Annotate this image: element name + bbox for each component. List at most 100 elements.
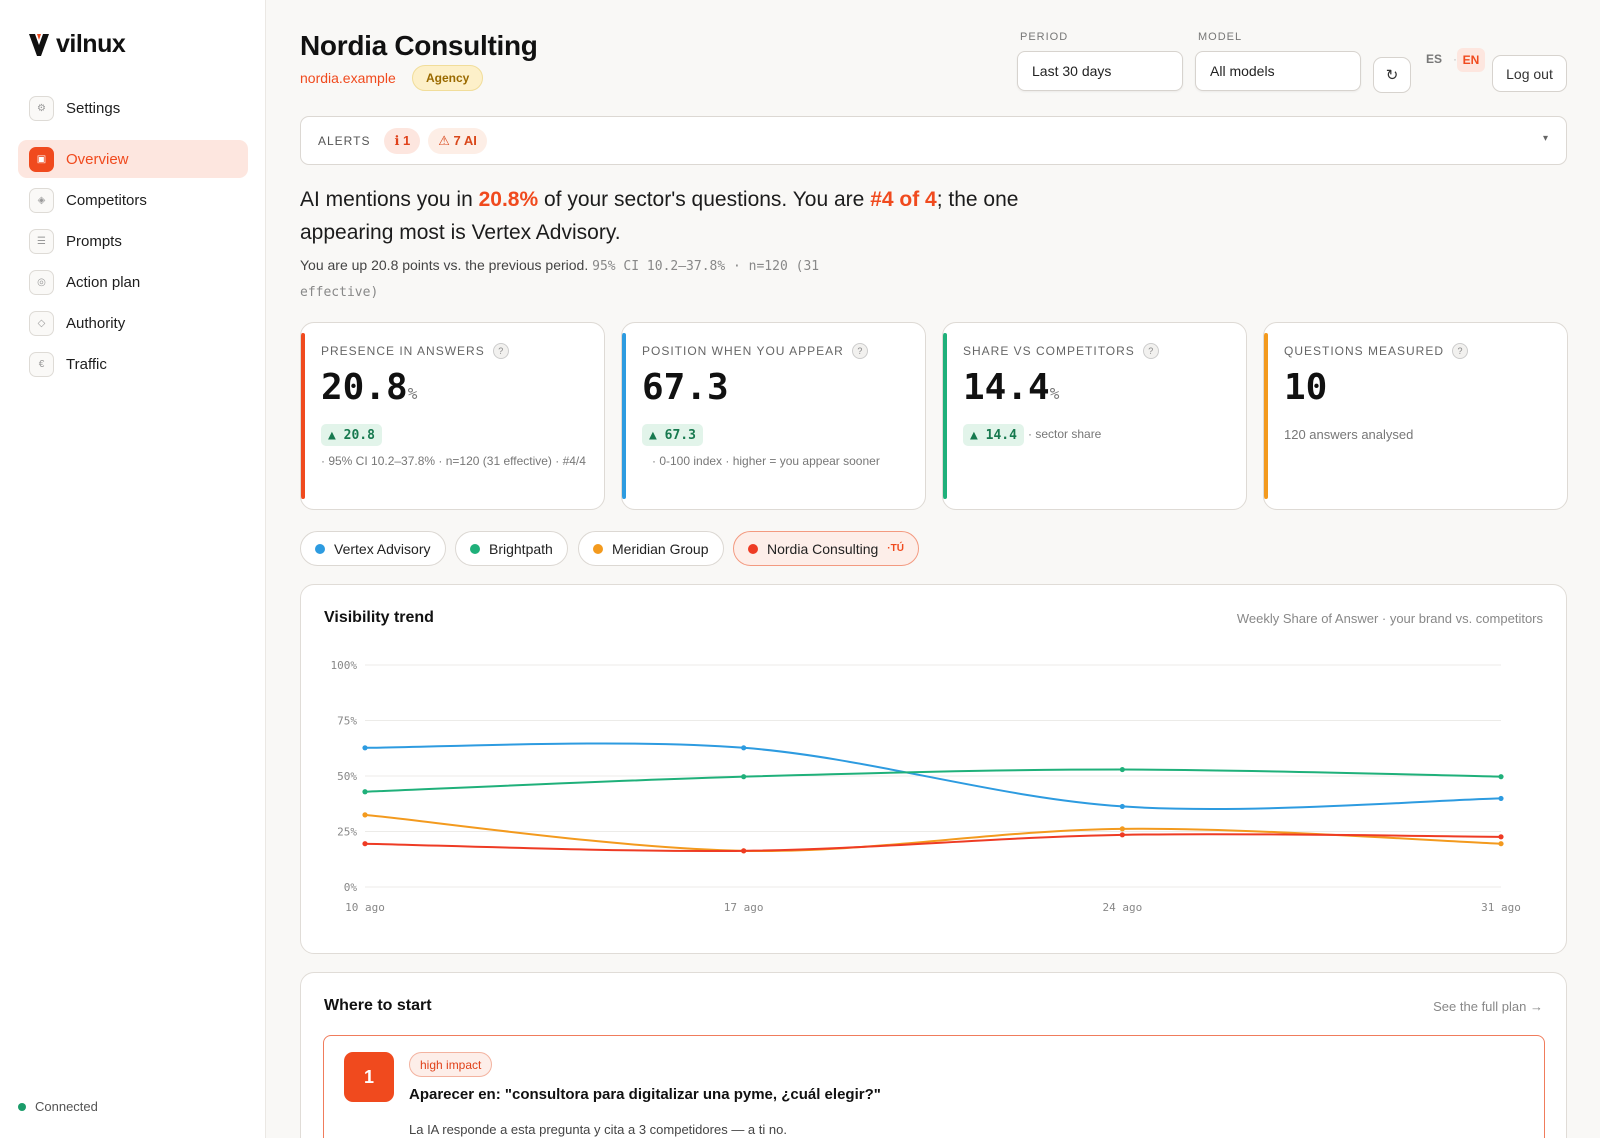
series-dot-icon — [470, 543, 480, 554]
y-tick-label: 25% — [337, 826, 357, 839]
sidebar-item-label: Settings — [66, 99, 121, 117]
data-point — [1119, 826, 1125, 832]
competitor-name: Meridian Group — [612, 540, 709, 557]
logo-text: vilnux — [56, 30, 126, 58]
data-point — [1498, 841, 1504, 847]
y-tick-label: 100% — [331, 659, 358, 672]
data-point — [1498, 774, 1504, 780]
y-tick-label: 50% — [337, 770, 357, 783]
kpi-value: 10 — [1284, 367, 1327, 408]
alerts-bar[interactable]: ALERTS ℹ 1 ⚠ 7 AI ▾ — [300, 116, 1567, 165]
brand-url-link[interactable]: nordia.example — [300, 70, 396, 86]
chart-title: Visibility trend — [324, 609, 434, 626]
agency-badge: Agency — [412, 65, 484, 91]
competitor-pill-meridian[interactable]: Meridian Group — [578, 531, 724, 566]
task-number: 1 — [344, 1052, 394, 1102]
kpi-card-presence: PRESENCE IN ANSWERS? 20.8% ▲ 20.8 · 95% … — [300, 322, 605, 510]
sidebar-item-authority[interactable]: ◇ Authority — [18, 304, 248, 342]
period-label: PERIOD — [1020, 31, 1069, 43]
alerts-label: ALERTS — [318, 133, 371, 148]
competitor-name: Brightpath — [489, 540, 553, 557]
kpi-number: 14.4 — [963, 367, 1050, 408]
data-point — [741, 745, 747, 751]
kpi-delta-badge: ▲ 14.4 — [963, 424, 1024, 446]
euro-icon: € — [29, 351, 54, 377]
period-select[interactable]: Last 30 days — [1017, 51, 1183, 91]
data-point — [362, 812, 368, 818]
sidebar-item-competitors[interactable]: ◈ Competitors — [18, 181, 248, 219]
task-description: La IA responde a esta pregunta y cita a … — [409, 1122, 787, 1137]
sidebar-item-label: Authority — [66, 314, 126, 332]
kpi-label: POSITION WHEN YOU APPEAR? — [642, 343, 868, 359]
where-to-start-card: Where to start See the full plan → 1 hig… — [300, 972, 1567, 1138]
competitor-pill-vertex[interactable]: Vertex Advisory — [300, 531, 446, 566]
series-dot-icon — [748, 543, 758, 554]
connection-status: Connected — [18, 1099, 98, 1114]
sidebar-nav: ⚙ Settings ▣ Overview ◈ Competitors ☰ Pr… — [18, 89, 248, 386]
data-point — [1119, 803, 1125, 810]
status-dot-icon — [18, 1102, 26, 1111]
sidebar-item-prompts[interactable]: ☰ Prompts — [18, 222, 248, 260]
kpi-label: QUESTIONS MEASURED? — [1284, 343, 1469, 359]
subtext-stats: 95% CI 10.2–37.8% · n=120 (31 effective) — [300, 259, 820, 300]
sidebar-item-action-plan[interactable]: ◎ Action plan — [18, 263, 248, 301]
refresh-button[interactable]: ↻ — [1373, 57, 1411, 93]
logout-button[interactable]: Log out — [1492, 55, 1567, 92]
sidebar-item-label: Traffic — [66, 355, 107, 373]
headline-rank: #4 of 4 — [870, 188, 937, 211]
help-icon[interactable]: ? — [851, 343, 868, 359]
kpi-card-share: SHARE VS COMPETITORS? 14.4% ▲ 14.4 · sec… — [942, 322, 1247, 510]
lang-en-toggle[interactable]: EN — [1457, 48, 1485, 72]
data-point — [1498, 834, 1504, 840]
ai-warning-chip[interactable]: ⚠ 7 AI — [428, 127, 487, 154]
x-tick-label: 24 ago — [1102, 901, 1142, 914]
sidebar-item-settings[interactable]: ⚙ Settings — [18, 89, 248, 127]
kpi-note: · sector share — [1028, 427, 1102, 441]
kpi-delta-badge: ▲ 67.3 — [642, 424, 703, 446]
headline-subtext: You are up 20.8 points vs. the previous … — [300, 253, 860, 305]
chevron-down-icon[interactable]: ▾ — [1542, 133, 1548, 144]
competitor-pill-brightpath[interactable]: Brightpath — [455, 531, 568, 566]
x-tick-label: 10 ago — [345, 901, 385, 914]
kpi-value: 20.8% — [321, 367, 417, 408]
series-line — [364, 768, 1502, 793]
sidebar-item-label: Competitors — [66, 191, 147, 209]
list-icon: ☰ — [29, 228, 54, 254]
sidebar-item-label: Prompts — [66, 232, 122, 250]
x-tick-label: 17 ago — [724, 901, 764, 914]
kpi-value: 67.3 — [642, 367, 729, 408]
kpi-accent-bar — [301, 333, 305, 499]
headline-summary: AI mentions you in 20.8% of your sector'… — [300, 183, 1020, 249]
task-card[interactable]: 1 high impact Aparecer en: "consultora p… — [323, 1035, 1545, 1138]
data-point — [1498, 795, 1504, 802]
help-icon[interactable]: ? — [1452, 343, 1469, 359]
lang-es-toggle[interactable]: ES — [1426, 52, 1443, 66]
gear-icon: ⚙ — [29, 95, 54, 121]
kpi-card-questions: QUESTIONS MEASURED? 10 120 answers analy… — [1263, 322, 1568, 510]
impact-badge: high impact — [409, 1052, 493, 1077]
help-icon[interactable]: ? — [1142, 343, 1159, 359]
competitor-name: Nordia Consulting — [767, 540, 879, 557]
dashboard-icon: ▣ — [29, 146, 54, 172]
info-alert-chip[interactable]: ℹ 1 — [384, 127, 421, 154]
chart-subtitle: Weekly Share of Answer · your brand vs. … — [1236, 611, 1543, 626]
kpi-number: 67.3 — [642, 367, 729, 408]
kpi-unit: % — [1049, 384, 1060, 403]
kpi-card-position: POSITION WHEN YOU APPEAR? 67.3 ▲ 67.3 · … — [621, 322, 926, 510]
competitor-pill-nordia[interactable]: Nordia Consulting ·TÚ — [733, 531, 919, 566]
model-select[interactable]: All models — [1195, 51, 1361, 91]
kpi-number: 10 — [1284, 367, 1328, 408]
kpi-label-text: POSITION WHEN YOU APPEAR — [642, 344, 844, 358]
subtext-main: You are up 20.8 points vs. the previous … — [300, 257, 593, 273]
full-plan-link[interactable]: See the full plan → — [1433, 999, 1543, 1014]
logo[interactable]: vilnux — [28, 30, 126, 59]
task-title: Aparecer en: "consultora para digitaliza… — [409, 1086, 881, 1103]
kpi-label: PRESENCE IN ANSWERS? — [321, 343, 509, 359]
model-label: MODEL — [1198, 31, 1243, 43]
lang-separator: · — [1453, 52, 1457, 66]
series-dot-icon — [593, 543, 603, 554]
sidebar-item-traffic[interactable]: € Traffic — [18, 345, 248, 383]
help-icon[interactable]: ? — [492, 343, 509, 359]
data-point — [1119, 766, 1125, 773]
sidebar-item-overview[interactable]: ▣ Overview — [18, 140, 248, 178]
